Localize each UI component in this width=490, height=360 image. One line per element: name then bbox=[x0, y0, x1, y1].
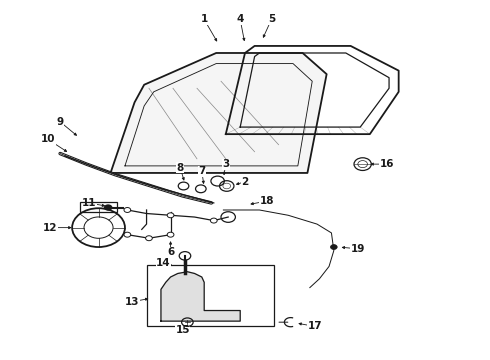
Text: 12: 12 bbox=[43, 222, 58, 233]
Text: 9: 9 bbox=[56, 117, 64, 127]
Circle shape bbox=[146, 236, 152, 241]
Circle shape bbox=[104, 204, 113, 211]
Circle shape bbox=[330, 244, 337, 249]
Text: 2: 2 bbox=[242, 177, 248, 187]
Text: 19: 19 bbox=[351, 244, 365, 254]
Text: 5: 5 bbox=[268, 14, 275, 24]
Bar bbox=[147, 265, 274, 327]
Text: 18: 18 bbox=[259, 196, 274, 206]
Text: 3: 3 bbox=[222, 159, 229, 169]
Text: 8: 8 bbox=[176, 163, 184, 173]
Text: 11: 11 bbox=[82, 198, 96, 208]
Text: 15: 15 bbox=[175, 325, 190, 335]
Text: 10: 10 bbox=[41, 134, 55, 144]
Circle shape bbox=[124, 207, 131, 212]
Text: 6: 6 bbox=[167, 247, 174, 257]
Circle shape bbox=[167, 232, 174, 237]
Circle shape bbox=[167, 213, 174, 218]
Text: 4: 4 bbox=[237, 14, 244, 24]
Polygon shape bbox=[111, 53, 327, 173]
Text: 13: 13 bbox=[125, 297, 139, 307]
Polygon shape bbox=[161, 272, 240, 321]
Text: 14: 14 bbox=[156, 258, 171, 268]
Circle shape bbox=[210, 218, 217, 223]
Text: 16: 16 bbox=[379, 159, 394, 169]
Text: 7: 7 bbox=[198, 166, 205, 176]
Text: 17: 17 bbox=[307, 321, 322, 332]
Text: 1: 1 bbox=[200, 14, 208, 24]
Bar bbox=[80, 202, 117, 212]
Circle shape bbox=[124, 232, 131, 237]
